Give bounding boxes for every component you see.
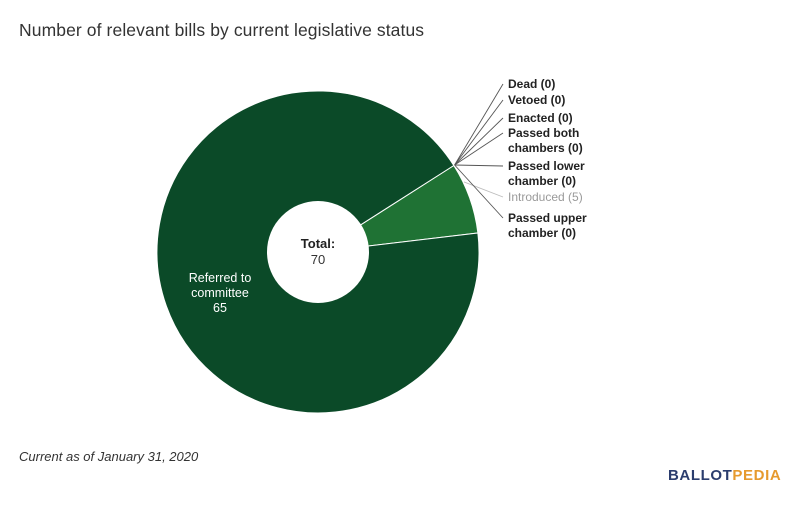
slice-label-referred-value: 65 [213,301,227,315]
leader-line-passed-both-chambers [454,132,504,166]
slice-label-passed-lower-chamber: Passed lower [508,159,585,173]
logo-ballot-text: BALLOT [668,467,733,484]
chart-title: Number of relevant bills by current legi… [19,20,425,40]
donut-hole [267,201,369,303]
leader-line-vetoed [454,99,504,166]
slice-label-passed-upper-chamber: chamber (0) [508,226,576,240]
center-total-label: Total: [301,236,335,251]
slice-label-enacted: Enacted (0) [508,111,573,125]
center-total-value: 70 [311,252,325,267]
leader-line-enacted [454,117,504,166]
leader-line-introduced [463,181,504,198]
logo-pedia-text: PEDIA [732,467,782,484]
slice-label-referred-text: Referred to [189,271,252,285]
leader-line-dead [454,83,504,166]
slice-label-passed-both-chambers: Passed both [508,126,579,140]
slice-label-dead: Dead (0) [508,77,555,91]
slice-label-passed-lower-chamber: chamber (0) [508,174,576,188]
slice-label-introduced: Introduced (5) [508,190,583,204]
slice-label-vetoed: Vetoed (0) [508,93,565,107]
slice-label-passed-upper-chamber: Passed upper [508,211,587,225]
leader-line-passed-upper-chamber [454,164,504,219]
ballotpedia-logo: BALLOTPEDIA [668,467,781,484]
slice-label-passed-both-chambers: chambers (0) [508,141,583,155]
leader-line-passed-lower-chamber [454,164,504,167]
slice-label-referred-text: committee [191,286,249,300]
footnote-date: Current as of January 31, 2020 [19,449,199,464]
